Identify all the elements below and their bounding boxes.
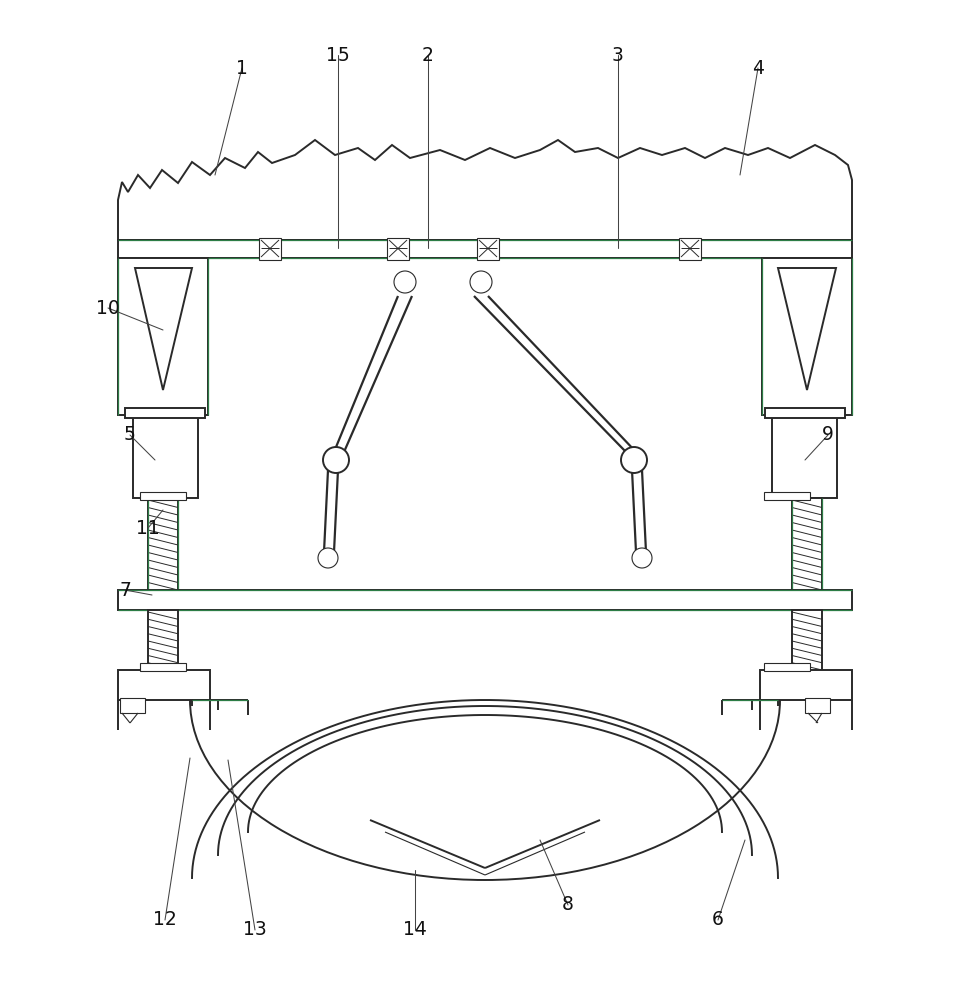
- Text: 12: 12: [153, 910, 176, 929]
- Text: 10: 10: [96, 298, 120, 318]
- Bar: [765, 408, 844, 418]
- Circle shape: [393, 271, 416, 293]
- Bar: [764, 663, 809, 671]
- Text: 11: 11: [136, 518, 160, 538]
- Bar: [118, 258, 207, 415]
- Text: 15: 15: [326, 46, 350, 65]
- Polygon shape: [118, 140, 851, 240]
- Bar: [760, 670, 851, 700]
- Circle shape: [632, 548, 651, 568]
- Bar: [477, 238, 498, 260]
- Text: 8: 8: [561, 895, 574, 914]
- Bar: [140, 492, 186, 500]
- Text: 3: 3: [611, 46, 623, 65]
- Bar: [678, 238, 701, 260]
- Text: 7: 7: [119, 580, 131, 599]
- Bar: [764, 492, 809, 500]
- Bar: [804, 698, 829, 713]
- Bar: [771, 415, 836, 498]
- Bar: [133, 415, 198, 498]
- Bar: [118, 590, 851, 610]
- Text: 13: 13: [243, 920, 266, 939]
- Text: 1: 1: [235, 59, 248, 78]
- Bar: [148, 610, 178, 672]
- Text: 4: 4: [751, 59, 764, 78]
- Bar: [125, 408, 204, 418]
- Bar: [259, 238, 281, 260]
- Bar: [387, 238, 409, 260]
- Text: 2: 2: [422, 46, 433, 65]
- Polygon shape: [135, 268, 192, 390]
- Bar: [791, 498, 821, 593]
- Polygon shape: [777, 268, 835, 390]
- Circle shape: [620, 447, 646, 473]
- Bar: [140, 663, 186, 671]
- Circle shape: [323, 447, 349, 473]
- Bar: [148, 498, 178, 593]
- Text: 6: 6: [711, 910, 723, 929]
- Bar: [791, 610, 821, 672]
- Bar: [762, 258, 851, 415]
- Bar: [118, 670, 209, 700]
- Text: 14: 14: [403, 920, 426, 939]
- Text: 9: 9: [821, 426, 833, 444]
- Bar: [118, 240, 851, 258]
- Bar: [120, 698, 144, 713]
- Circle shape: [318, 548, 337, 568]
- Circle shape: [470, 271, 491, 293]
- Text: 5: 5: [124, 426, 136, 444]
